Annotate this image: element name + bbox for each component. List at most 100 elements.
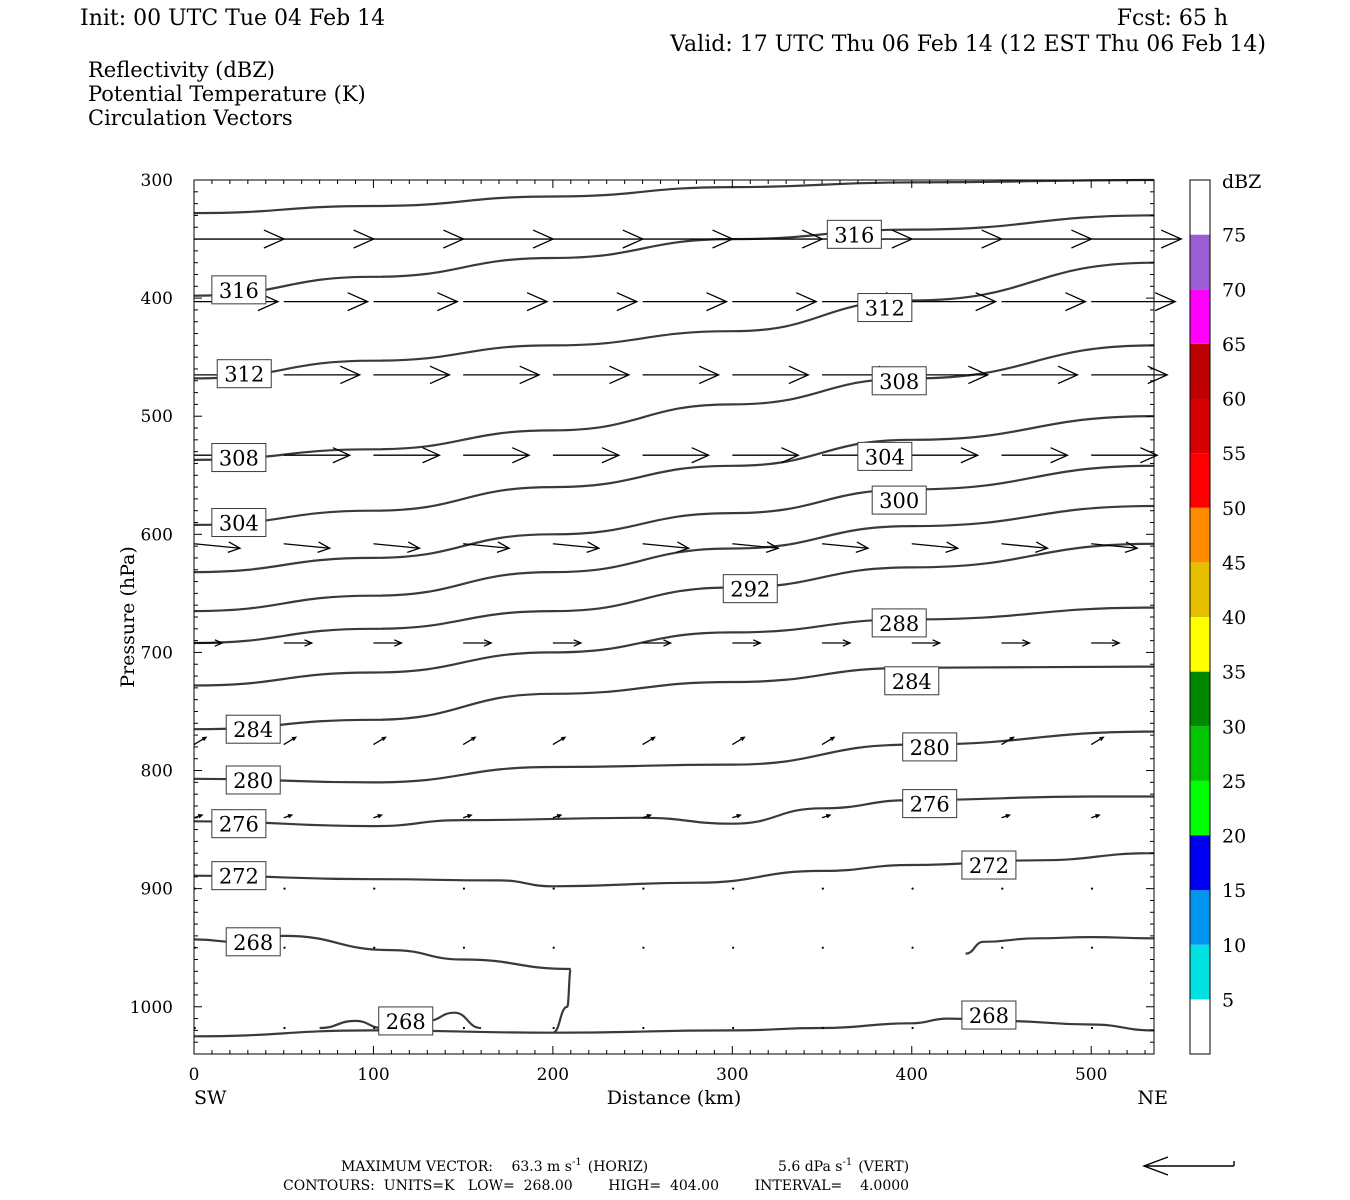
vector-head bbox=[556, 814, 563, 819]
wind-vector bbox=[1090, 946, 1094, 949]
wind-vector bbox=[463, 447, 531, 464]
vector-head bbox=[676, 541, 691, 553]
contour-label-316: 316 bbox=[211, 275, 267, 305]
wind-vector bbox=[552, 1026, 555, 1030]
wind-vector bbox=[1091, 447, 1159, 464]
wind-vector bbox=[552, 946, 555, 949]
colorbar-label: 30 bbox=[1222, 716, 1246, 738]
contour-label-308: 308 bbox=[871, 366, 927, 396]
colorbar-label: 35 bbox=[1222, 662, 1246, 684]
wind-vector bbox=[1001, 365, 1080, 385]
contour-label-text: 268 bbox=[969, 1004, 1009, 1028]
wind-vector bbox=[1001, 814, 1011, 819]
contour-label-text: 268 bbox=[233, 931, 273, 955]
wind-vector bbox=[373, 639, 404, 647]
wind-vector bbox=[462, 887, 466, 890]
contour-label-268: 268 bbox=[378, 1006, 434, 1036]
vector-dot bbox=[821, 887, 824, 890]
vector-head bbox=[736, 814, 742, 819]
vector-shaft bbox=[193, 736, 207, 746]
colorbar-label: 5 bbox=[1222, 989, 1234, 1011]
colorbar-segment bbox=[1190, 944, 1210, 1000]
vector-dot bbox=[373, 887, 376, 890]
vector-head bbox=[304, 639, 314, 647]
vector-dot bbox=[642, 946, 645, 949]
contour-label-text: 272 bbox=[969, 854, 1009, 878]
contour-label-box bbox=[826, 219, 882, 249]
theta-contours bbox=[193, 178, 1155, 1038]
contour-label-text: 288 bbox=[879, 612, 919, 636]
wind-vector bbox=[732, 639, 762, 647]
wind-vector bbox=[911, 541, 960, 553]
vector-dot bbox=[462, 887, 466, 890]
wind-vector bbox=[642, 365, 721, 385]
vector-head bbox=[340, 365, 362, 385]
vector-head bbox=[1057, 365, 1080, 385]
title-reflectivity: Reflectivity (dBZ) bbox=[88, 58, 275, 82]
contour-label-box bbox=[857, 293, 913, 323]
vector-dot bbox=[462, 1026, 466, 1030]
wind-vector bbox=[731, 736, 746, 746]
colorbar-segment bbox=[1190, 234, 1210, 290]
contour-label-272: 272 bbox=[211, 861, 267, 891]
colorbar-label: 10 bbox=[1222, 935, 1246, 957]
vector-head bbox=[437, 292, 460, 312]
y-tick-label: 700 bbox=[141, 643, 173, 663]
vector-shaft bbox=[732, 543, 779, 549]
colorbar-label: 15 bbox=[1222, 880, 1246, 902]
vector-head bbox=[573, 639, 583, 647]
colorbar-label: 25 bbox=[1222, 771, 1246, 793]
contour-label-text: 268 bbox=[386, 1010, 426, 1034]
wind-vector bbox=[283, 229, 376, 249]
vector-head bbox=[526, 292, 549, 312]
contour-label-text: 280 bbox=[910, 736, 950, 760]
y-tick-label: 500 bbox=[141, 407, 173, 427]
y-tick-label: 400 bbox=[141, 289, 173, 309]
sw-end-label: SW bbox=[194, 1087, 227, 1109]
wind-vector bbox=[732, 447, 800, 464]
wind-vector bbox=[463, 541, 511, 553]
init-time: Init: 00 UTC Tue 04 Feb 14 bbox=[80, 6, 385, 31]
vector-head bbox=[560, 736, 567, 742]
wind-vector bbox=[732, 814, 742, 819]
contour-label-312: 312 bbox=[857, 293, 913, 323]
wind-vector bbox=[552, 365, 631, 385]
vector-head bbox=[855, 541, 870, 553]
vector-head bbox=[663, 639, 673, 647]
vector-head bbox=[422, 447, 442, 464]
colorbar-segment bbox=[1190, 507, 1210, 563]
vector-head bbox=[201, 736, 208, 742]
vector-dot bbox=[283, 1026, 286, 1030]
title-circulation-vectors: Circulation Vectors bbox=[88, 106, 293, 130]
x-tick-label: 300 bbox=[716, 1065, 748, 1085]
wind-vector bbox=[642, 946, 645, 949]
vector-dot bbox=[911, 887, 914, 890]
vector-head bbox=[752, 639, 762, 647]
vector-shaft bbox=[731, 736, 745, 746]
wind-vector bbox=[642, 736, 656, 746]
vector-shaft bbox=[642, 543, 689, 549]
wind-vector bbox=[821, 814, 832, 819]
wind-vector bbox=[642, 887, 645, 890]
contour-label-text: 272 bbox=[219, 865, 259, 889]
vector-head bbox=[291, 736, 298, 742]
vector-dot bbox=[821, 946, 824, 949]
wind-vector bbox=[283, 1026, 286, 1030]
vector-head bbox=[407, 541, 422, 553]
colorbar-segment bbox=[1190, 999, 1210, 1054]
vector-dot bbox=[1001, 946, 1004, 949]
vector-shaft bbox=[1090, 736, 1104, 746]
wind-vector bbox=[283, 365, 362, 385]
vector-head bbox=[975, 292, 998, 312]
vector-head bbox=[781, 447, 800, 464]
vector-head bbox=[1050, 447, 1070, 464]
contour-label-text: 308 bbox=[879, 370, 919, 394]
vector-shaft bbox=[911, 543, 958, 549]
vector-head bbox=[332, 447, 352, 464]
footer-contours: CONTOURS: UNITS=K LOW= 268.00 HIGH= 404.… bbox=[283, 1178, 909, 1194]
contour-300 bbox=[193, 415, 1155, 526]
colorbar-label: 75 bbox=[1222, 225, 1246, 247]
vector-dot bbox=[552, 1026, 555, 1030]
wind-vector bbox=[1090, 814, 1101, 819]
vector-shaft bbox=[283, 543, 330, 549]
